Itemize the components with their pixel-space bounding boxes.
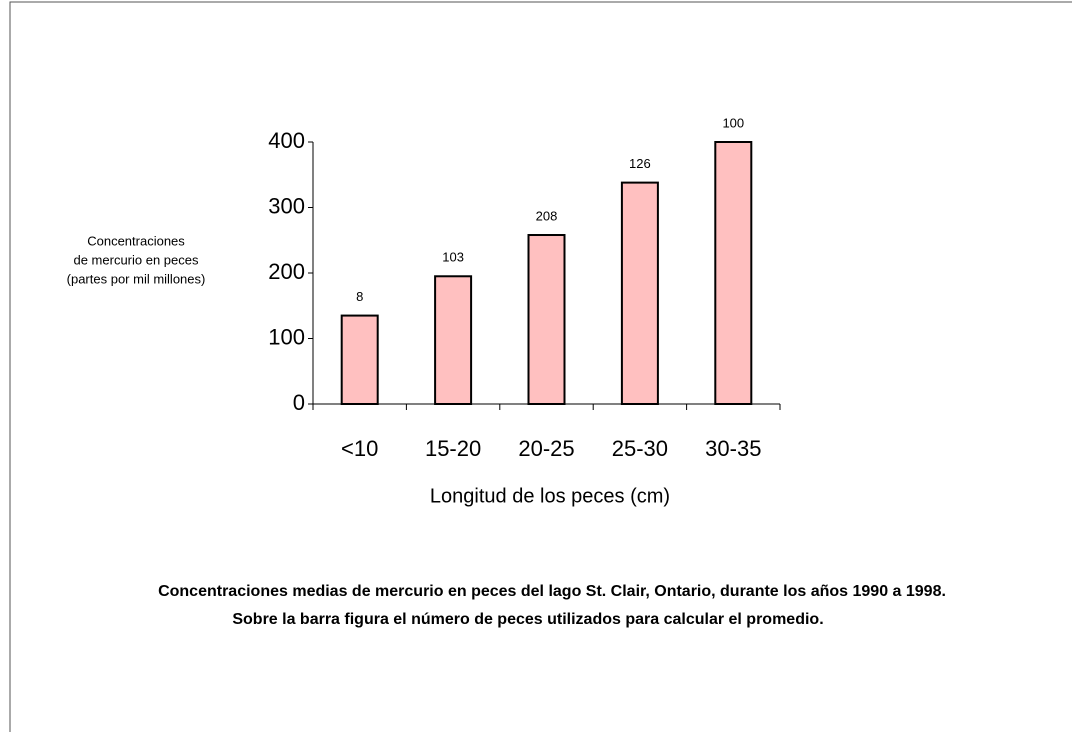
bar bbox=[714, 141, 753, 405]
frame bbox=[9, 1, 1072, 732]
bar bbox=[340, 314, 379, 406]
bar bbox=[620, 181, 659, 405]
x-tick-label: <10 bbox=[341, 436, 378, 461]
bar bbox=[434, 275, 473, 405]
y-tick-label: 300 bbox=[268, 193, 305, 218]
x-axis-label: Longitud de los peces (cm) bbox=[430, 485, 670, 507]
y-axis-label: de mercurio en peces bbox=[73, 252, 199, 267]
x-tick-label: 25-30 bbox=[612, 436, 668, 461]
y-axis-label: (partes por mil millones) bbox=[67, 271, 206, 286]
y-tick-label: 200 bbox=[268, 259, 305, 284]
y-tick-label: 100 bbox=[268, 324, 305, 349]
y-tick-label: 0 bbox=[293, 390, 305, 415]
x-tick-label: 15-20 bbox=[425, 436, 481, 461]
y-axis-label: Concentraciones bbox=[87, 233, 185, 248]
bar bbox=[527, 234, 566, 405]
bar-count-label: 100 bbox=[722, 115, 744, 130]
x-tick-label: 20-25 bbox=[518, 436, 574, 461]
bar-count-label: 103 bbox=[442, 250, 464, 265]
bar-count-label: 126 bbox=[629, 156, 651, 171]
y-tick-label: 400 bbox=[268, 128, 305, 153]
bar-count-label: 208 bbox=[536, 208, 558, 223]
caption: Concentraciones medias de mercurio en pe… bbox=[158, 583, 946, 600]
bar-count-label: 8 bbox=[356, 289, 363, 304]
caption: Sobre la barra figura el número de peces… bbox=[232, 611, 823, 628]
x-tick-label: 30-35 bbox=[705, 436, 761, 461]
